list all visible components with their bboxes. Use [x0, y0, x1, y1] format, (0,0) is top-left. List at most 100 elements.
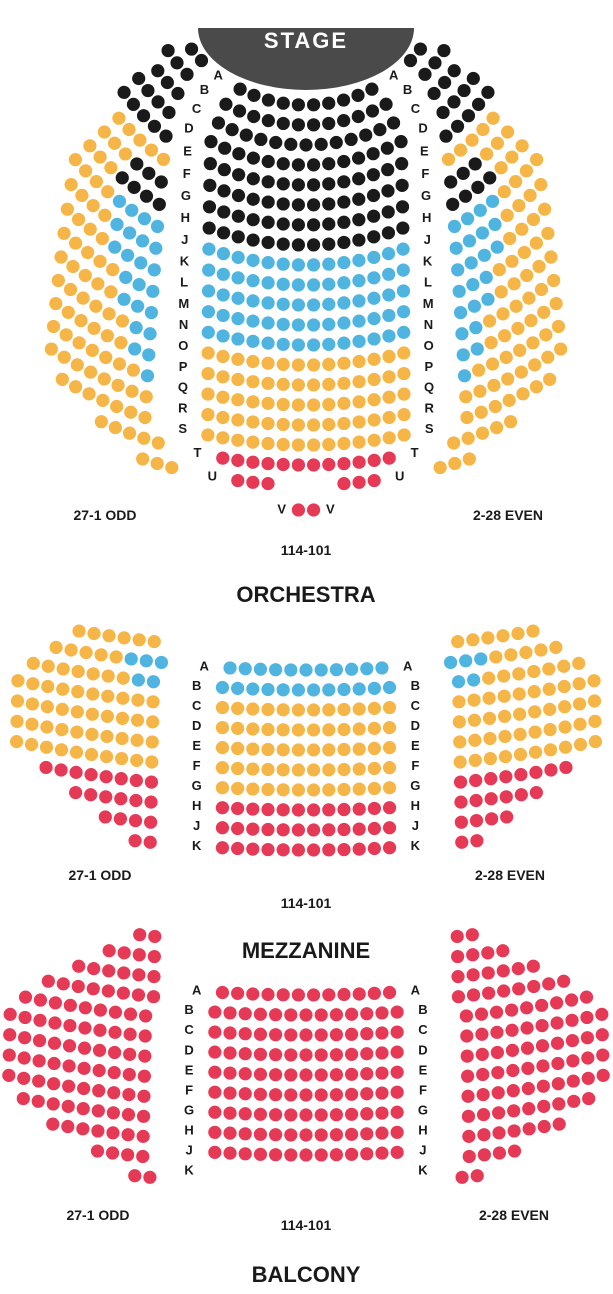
seat[interactable] — [114, 812, 127, 825]
seat[interactable] — [208, 1026, 221, 1039]
seat[interactable] — [391, 1086, 404, 1099]
seat[interactable] — [98, 125, 111, 138]
seat[interactable] — [589, 735, 602, 748]
seat[interactable] — [469, 321, 482, 334]
seat[interactable] — [486, 357, 499, 370]
seat[interactable] — [436, 106, 449, 119]
seat[interactable] — [261, 357, 274, 370]
seat[interactable] — [277, 458, 290, 471]
seat[interactable] — [277, 438, 290, 451]
seat[interactable] — [137, 1090, 150, 1103]
seat[interactable] — [530, 153, 543, 166]
seat[interactable] — [100, 750, 113, 763]
seat[interactable] — [382, 370, 395, 383]
seat[interactable] — [246, 415, 259, 428]
seat[interactable] — [330, 1028, 343, 1041]
seat[interactable] — [522, 1102, 535, 1115]
seat[interactable] — [542, 662, 555, 675]
seat[interactable] — [96, 232, 109, 245]
seat[interactable] — [277, 318, 290, 331]
seat[interactable] — [543, 683, 556, 696]
seat[interactable] — [381, 163, 394, 176]
seat[interactable] — [231, 373, 244, 386]
seat[interactable] — [307, 238, 320, 251]
seat[interactable] — [345, 1048, 358, 1061]
seat[interactable] — [261, 823, 274, 836]
seat[interactable] — [337, 216, 350, 229]
seat[interactable] — [101, 185, 114, 198]
seat[interactable] — [455, 816, 468, 829]
seat[interactable] — [360, 662, 373, 675]
seat[interactable] — [360, 1087, 373, 1100]
seat[interactable] — [337, 437, 350, 450]
seat[interactable] — [133, 928, 146, 941]
seat[interactable] — [246, 843, 259, 856]
seat[interactable] — [157, 153, 170, 166]
seat[interactable] — [550, 996, 563, 1009]
seat[interactable] — [447, 436, 460, 449]
seat[interactable] — [315, 1048, 328, 1061]
seat[interactable] — [129, 834, 142, 847]
seat[interactable] — [100, 770, 113, 783]
seat[interactable] — [473, 385, 486, 398]
seat[interactable] — [470, 814, 483, 827]
seat[interactable] — [223, 1026, 236, 1039]
seat[interactable] — [368, 474, 381, 487]
seat[interactable] — [469, 754, 482, 767]
seat[interactable] — [500, 810, 513, 823]
seat[interactable] — [537, 1100, 550, 1113]
seat[interactable] — [151, 220, 164, 233]
seat[interactable] — [345, 1008, 358, 1021]
seat[interactable] — [90, 175, 103, 188]
seat[interactable] — [121, 1148, 134, 1161]
seat[interactable] — [538, 203, 551, 216]
seat[interactable] — [216, 821, 229, 834]
seat[interactable] — [513, 344, 526, 357]
seat[interactable] — [414, 42, 427, 55]
seat[interactable] — [98, 372, 111, 385]
seat[interactable] — [453, 735, 466, 748]
seat[interactable] — [345, 663, 358, 676]
seat[interactable] — [170, 56, 183, 69]
seat[interactable] — [498, 329, 511, 342]
seat[interactable] — [462, 432, 475, 445]
seat[interactable] — [368, 413, 381, 426]
seat[interactable] — [261, 843, 274, 856]
seat[interactable] — [121, 1128, 134, 1141]
seat[interactable] — [459, 190, 472, 203]
seat[interactable] — [246, 762, 259, 775]
seat[interactable] — [92, 1104, 105, 1117]
seat[interactable] — [261, 337, 274, 350]
seat[interactable] — [148, 635, 161, 648]
seat[interactable] — [33, 1014, 46, 1027]
seat[interactable] — [125, 652, 138, 665]
seat[interactable] — [322, 97, 335, 110]
seat[interactable] — [375, 1086, 388, 1099]
seat[interactable] — [246, 355, 259, 368]
seat[interactable] — [469, 794, 482, 807]
seat[interactable] — [299, 1148, 312, 1161]
seat[interactable] — [45, 342, 58, 355]
seat[interactable] — [180, 68, 193, 81]
seat[interactable] — [345, 1088, 358, 1101]
seat[interactable] — [292, 178, 305, 191]
seat[interactable] — [117, 293, 130, 306]
seat[interactable] — [202, 346, 215, 359]
seat[interactable] — [3, 1028, 16, 1041]
seat[interactable] — [467, 988, 480, 1001]
seat[interactable] — [277, 358, 290, 371]
seat[interactable] — [284, 1048, 297, 1061]
seat[interactable] — [468, 734, 481, 747]
seat[interactable] — [87, 667, 100, 680]
seat[interactable] — [84, 788, 97, 801]
seat[interactable] — [144, 816, 157, 829]
seat[interactable] — [87, 199, 100, 212]
seat[interactable] — [216, 801, 229, 814]
seat[interactable] — [383, 701, 396, 714]
seat[interactable] — [368, 822, 381, 835]
seat[interactable] — [216, 452, 229, 465]
seat[interactable] — [101, 329, 114, 342]
seat[interactable] — [307, 503, 320, 516]
seat[interactable] — [307, 703, 320, 716]
seat[interactable] — [493, 1146, 506, 1159]
